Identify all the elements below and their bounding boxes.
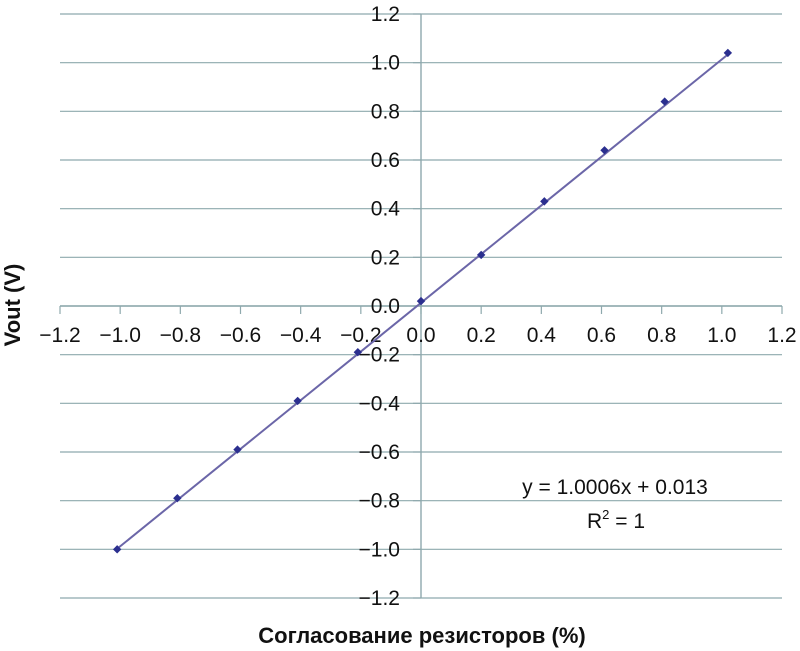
y-tick-label: −0.6 (359, 441, 400, 464)
data-point (293, 396, 302, 406)
r-squared-r: R (587, 510, 602, 533)
data-point (112, 545, 122, 554)
x-tick-label: −0.8 (160, 324, 201, 347)
x-tick-label: −1.0 (99, 324, 140, 347)
y-tick-label: 1.0 (371, 52, 400, 75)
data-point (173, 494, 182, 503)
x-tick-label: −0.4 (280, 324, 322, 347)
trendline-equation: y = 1.0006x + 0.013 (522, 476, 708, 499)
y-tick-label: 0.6 (371, 149, 400, 172)
x-tick-label: 0.2 (467, 324, 496, 347)
data-point (416, 296, 426, 306)
y-tick-labels: 1.2 1.0 0.8 0.6 0.4 0.2 0.0 −0.2 −0.4 −0.6 −0.8 −1.… (359, 3, 421, 610)
x-tick-label: −0.6 (220, 324, 261, 347)
y-tick-label: 0.8 (371, 100, 400, 123)
x-tick-label: 1.2 (767, 324, 796, 347)
y-tick-label: −0.2 (359, 344, 400, 367)
data-point (600, 146, 609, 155)
y-tick-label: 0.2 (371, 246, 400, 269)
data-point (476, 250, 486, 260)
y-tick-label: −1.2 (359, 587, 400, 610)
y-tick-label: −0.8 (359, 490, 400, 513)
x-tick-labels: −1.2 −1.0 −0.8 −0.6 −0.4 −0.2 0.0 0.2 0.4 0.6 0.8 1… (39, 306, 797, 347)
y-tick-label: −1.0 (359, 538, 400, 561)
data-point (353, 348, 363, 357)
data-points (112, 48, 733, 554)
y-tick-label: −0.4 (359, 392, 401, 415)
x-tick-label: 0.6 (587, 324, 616, 347)
x-tick-label: 0.0 (406, 324, 435, 347)
y-tick-label: 1.2 (371, 3, 400, 26)
y-tick-label: 0.0 (371, 295, 400, 318)
y-axis-title: Vout (V) (0, 264, 25, 347)
data-point (660, 97, 669, 106)
data-point (540, 197, 549, 206)
r-squared-value: = 1 (609, 510, 645, 533)
data-point (723, 48, 733, 58)
x-tick-label: 0.8 (647, 324, 676, 347)
x-tick-label: 0.4 (527, 324, 557, 347)
x-tick-label: −0.2 (340, 324, 381, 347)
data-point (233, 445, 242, 454)
x-tick-label: 1.0 (707, 324, 736, 347)
x-axis-title: Согласование резисторов (%) (258, 623, 585, 648)
r-squared-sup: 2 (602, 507, 609, 522)
y-tick-label: 0.4 (371, 198, 401, 221)
r-squared-label: R2 = 1 (587, 507, 645, 533)
x-tick-label: −1.2 (39, 324, 80, 347)
